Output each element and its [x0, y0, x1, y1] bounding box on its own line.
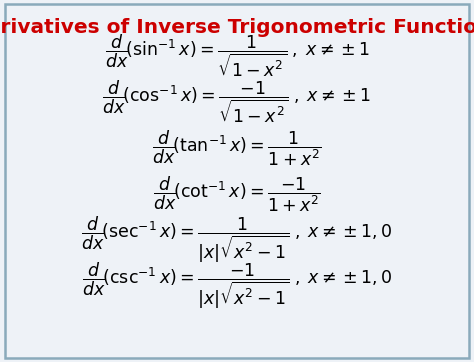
Text: $\dfrac{d}{dx}\!\left(\cos^{-1}x\right) = \dfrac{-1}{\sqrt{1-x^2}}$$\;$$,\; x \n: $\dfrac{d}{dx}\!\left(\cos^{-1}x\right) …: [102, 79, 372, 126]
Text: $\dfrac{d}{dx}\!\left(\sin^{-1}x\right) = \dfrac{1}{\sqrt{1-x^2}}$$\;$$,\; x \ne: $\dfrac{d}{dx}\!\left(\sin^{-1}x\right) …: [105, 33, 369, 80]
Text: $\dfrac{d}{dx}\!\left(\csc^{-1}x\right) = \dfrac{-1}{|x|\sqrt{x^2-1}}$$\;$$,\; x: $\dfrac{d}{dx}\!\left(\csc^{-1}x\right) …: [82, 261, 392, 311]
Text: $\dfrac{d}{dx}\!\left(\cot^{-1}x\right) = \dfrac{-1}{1+x^2}$: $\dfrac{d}{dx}\!\left(\cot^{-1}x\right) …: [153, 174, 321, 214]
Text: Derivatives of Inverse Trigonometric Functions: Derivatives of Inverse Trigonometric Fun…: [0, 18, 474, 37]
Text: $\dfrac{d}{dx}\!\left(\sec^{-1}x\right) = \dfrac{1}{|x|\sqrt{x^2-1}}$$\;$$,\; x : $\dfrac{d}{dx}\!\left(\sec^{-1}x\right) …: [81, 215, 393, 265]
Text: $\dfrac{d}{dx}\!\left(\tan^{-1}x\right) = \dfrac{1}{1+x^2}$: $\dfrac{d}{dx}\!\left(\tan^{-1}x\right) …: [152, 128, 322, 168]
